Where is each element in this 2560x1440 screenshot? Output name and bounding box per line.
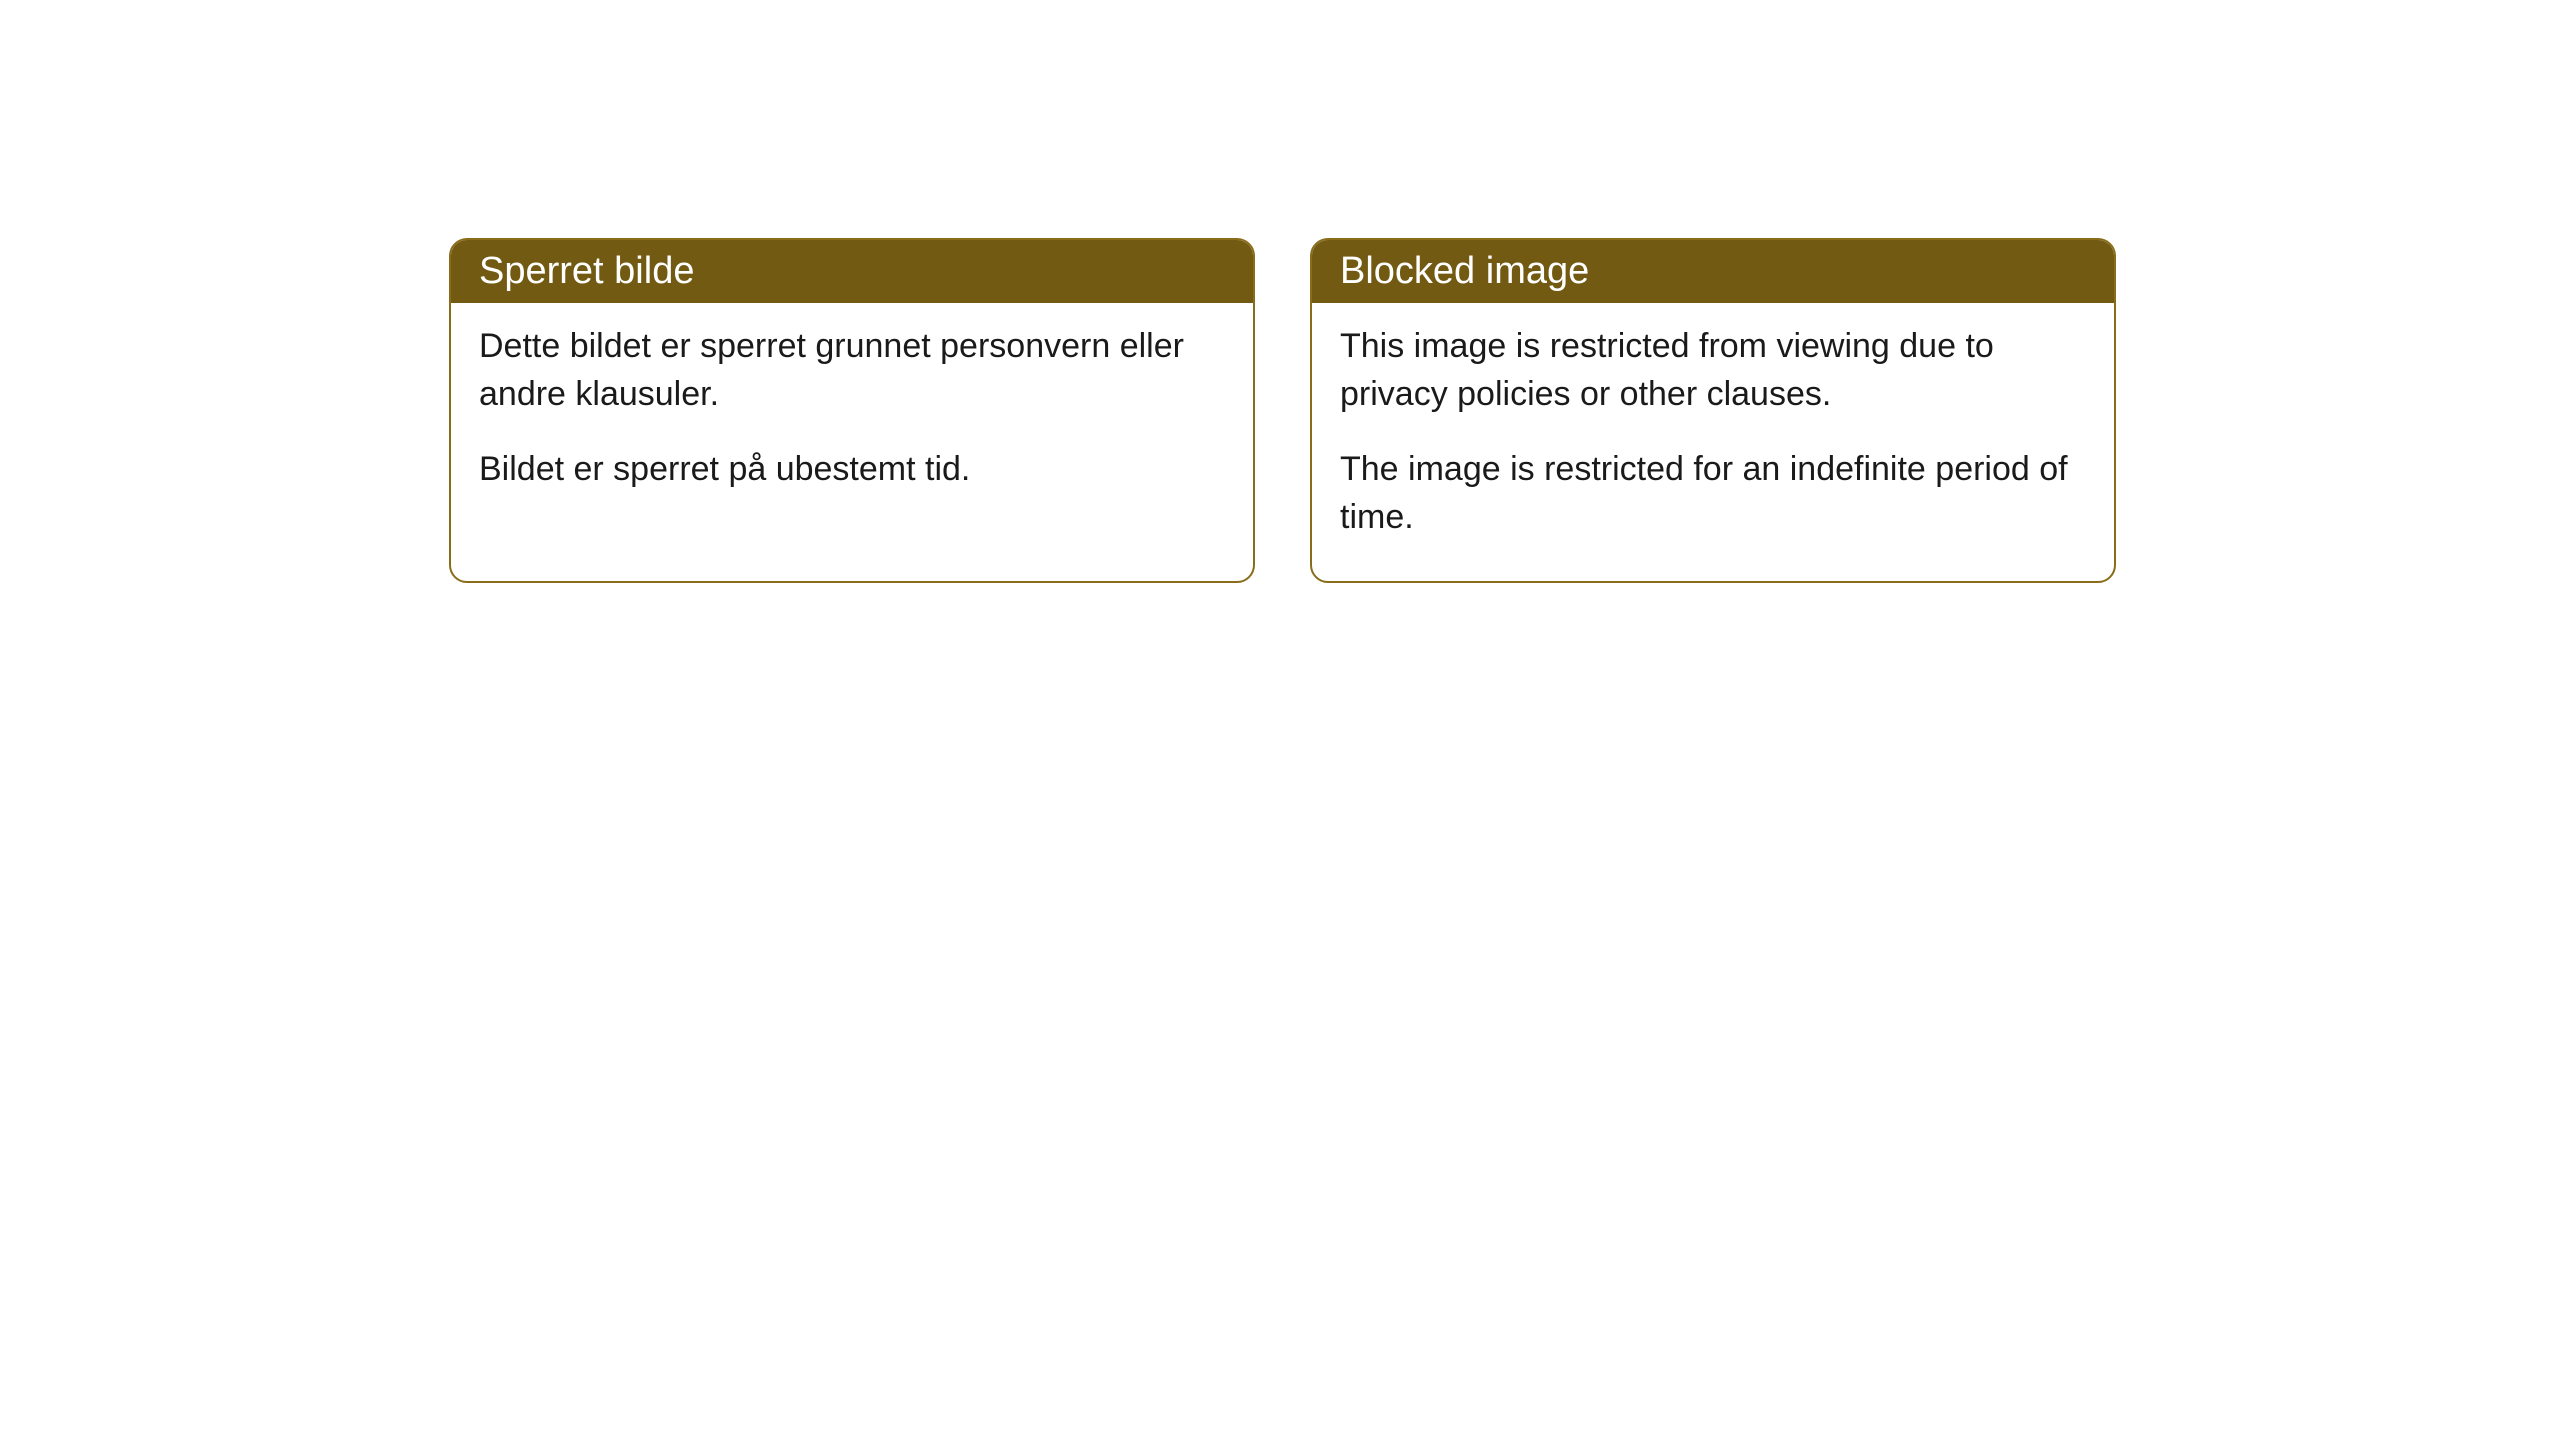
- card-title: Sperret bilde: [479, 250, 694, 292]
- blocked-image-card-english: Blocked image This image is restricted f…: [1310, 238, 2116, 583]
- card-body: Dette bildet er sperret grunnet personve…: [451, 303, 1253, 534]
- card-paragraph-2: The image is restricted for an indefinit…: [1340, 446, 2086, 541]
- card-title: Blocked image: [1340, 250, 1589, 292]
- card-paragraph-1: Dette bildet er sperret grunnet personve…: [479, 323, 1225, 418]
- card-header: Blocked image: [1312, 240, 2114, 303]
- blocked-image-card-norwegian: Sperret bilde Dette bildet er sperret gr…: [449, 238, 1255, 583]
- card-paragraph-2: Bildet er sperret på ubestemt tid.: [479, 446, 1225, 494]
- card-header: Sperret bilde: [451, 240, 1253, 303]
- card-body: This image is restricted from viewing du…: [1312, 303, 2114, 581]
- card-paragraph-1: This image is restricted from viewing du…: [1340, 323, 2086, 418]
- notice-cards-container: Sperret bilde Dette bildet er sperret gr…: [449, 238, 2116, 583]
